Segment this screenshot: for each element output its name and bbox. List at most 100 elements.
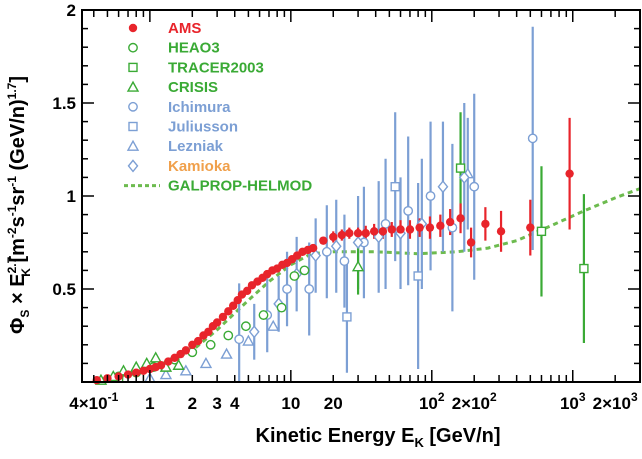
- y-axis-title-unit-m: [m: [7, 238, 29, 268]
- y-axis-title-phi: Φ: [7, 318, 29, 334]
- ams-point: [415, 223, 424, 232]
- y-tick-label: 1: [67, 187, 76, 206]
- legend-lezniak-marker: [126, 139, 140, 151]
- legend-tracer2003-marker: [128, 62, 138, 73]
- ams-point: [361, 229, 370, 238]
- legend-galprop-helmod-label: GALPROP-HELMOD: [168, 178, 312, 195]
- legend: AMS HEAO3 TRACER2003 CRISIS Ichimura Juliusso…: [124, 20, 312, 195]
- ichimura-point: [282, 284, 292, 294]
- y-axis-title-unit-s: s: [7, 216, 29, 227]
- ams-point: [242, 286, 252, 296]
- ams-point: [193, 336, 203, 346]
- ams-point: [181, 346, 191, 355]
- ams-point: [378, 227, 388, 236]
- y-axis-title-unit-sr: sr: [7, 186, 29, 205]
- kamioka-point: [437, 180, 449, 194]
- y-axis-title-unit-gev-exp: 1.7: [5, 82, 19, 99]
- x-axis-title-sub: K: [414, 435, 424, 450]
- ams-point: [218, 312, 228, 322]
- ams-point: [496, 227, 506, 236]
- legend-juliusson-marker: [128, 121, 138, 132]
- legend-tracer2003-label: TRACER2003: [168, 59, 264, 76]
- crisis-point: [149, 351, 162, 363]
- x-axis-title-unit: [GeV/n]: [424, 425, 501, 447]
- y-axis-title-unit-s-exp: -1: [5, 205, 19, 216]
- ams-point: [565, 169, 574, 178]
- ams-point: [319, 236, 328, 245]
- tracer2003-point: [579, 263, 589, 274]
- ichimura-point: [339, 256, 350, 266]
- legend-crisis-marker: [126, 80, 140, 92]
- ams-point: [425, 223, 435, 232]
- x-tick-label: 2×102: [452, 390, 497, 413]
- y-axis-title-unit-sr-exp: -1: [5, 176, 19, 187]
- ams-point: [396, 225, 405, 234]
- plot-frame: [81, 9, 641, 383]
- y-tick-label: 1.5: [52, 94, 76, 113]
- y-axis-title-e-sub: K: [19, 268, 33, 277]
- y-axis-title: ΦS × E2.7K [m-2s-1sr-1 (GeV/n)1.7]: [5, 76, 33, 334]
- y-tick-label: 2: [67, 1, 76, 20]
- ichimura-point: [321, 246, 332, 257]
- lezniak-point: [267, 319, 280, 331]
- lezniak-point: [220, 347, 233, 359]
- heao3-point: [240, 321, 251, 332]
- crisis-point: [172, 358, 185, 370]
- ams-point: [204, 327, 213, 336]
- heao3-point: [223, 330, 234, 341]
- x-tick-label: 2: [188, 394, 197, 413]
- y-axis-title-times-e: × E: [7, 273, 29, 309]
- ichimura-point: [403, 205, 414, 216]
- crisis-point: [351, 260, 365, 272]
- x-tick-label: 3: [212, 394, 221, 413]
- ams-point: [387, 225, 396, 234]
- legend-ams-label: AMS: [168, 20, 201, 37]
- errorbar-layer: [238, 26, 586, 382]
- galprop-helmod-curve: [93, 187, 641, 382]
- legend-heao3-label: HEAO3: [168, 40, 220, 57]
- ams-point: [164, 357, 173, 366]
- x-tick-label: 2×103: [593, 390, 638, 413]
- ams-point: [156, 361, 166, 370]
- ichimura-point: [469, 181, 480, 192]
- lezniak-point: [242, 334, 255, 346]
- ams-point: [526, 223, 535, 232]
- x-tick-label: 4×10-1: [69, 390, 118, 413]
- ams-point: [466, 238, 476, 247]
- ams-point: [337, 230, 347, 240]
- juliusson-point: [390, 181, 400, 192]
- x-tick-label: 102: [419, 390, 445, 413]
- legend-ichimura-marker: [128, 101, 138, 112]
- kamioka-point: [310, 248, 322, 263]
- ams-point: [123, 370, 133, 379]
- ichimura-point: [425, 191, 436, 201]
- ichimura-point: [234, 334, 245, 345]
- heao3-point: [276, 302, 287, 313]
- ams-point: [224, 307, 233, 316]
- ams-point: [436, 221, 445, 230]
- x-axis-title: Kinetic Energy EK [GeV/n]: [256, 425, 501, 450]
- x-tick-label: 10: [281, 394, 300, 413]
- y-axis-title-unit-gev: (GeV/n): [7, 99, 29, 176]
- legend-crisis-label: CRISIS: [168, 79, 218, 96]
- lezniak-point: [179, 364, 193, 376]
- y-axis-title-unit-m-exp: -2: [5, 227, 19, 238]
- x-axis-title-main: Kinetic Energy E: [256, 425, 415, 447]
- ams-point: [405, 225, 415, 234]
- y-axis-title-phi-sub: S: [18, 310, 32, 318]
- x-tick-label: 1: [145, 394, 154, 413]
- y-axis-title-exp: 2.7: [5, 256, 19, 273]
- ams-point: [308, 243, 318, 253]
- lezniak-point: [199, 356, 213, 369]
- x-tick-label: 4: [230, 394, 240, 413]
- ams-point: [481, 219, 490, 229]
- kamioka-point: [458, 170, 470, 185]
- ichimura-point: [304, 284, 315, 294]
- ams-point: [353, 229, 363, 238]
- ams-point: [369, 227, 379, 236]
- legend-kamioka-label: Kamioka: [168, 158, 231, 175]
- kamioka-point: [330, 239, 342, 253]
- x-tick-label: 103: [560, 390, 586, 413]
- ichimura-point: [527, 133, 538, 144]
